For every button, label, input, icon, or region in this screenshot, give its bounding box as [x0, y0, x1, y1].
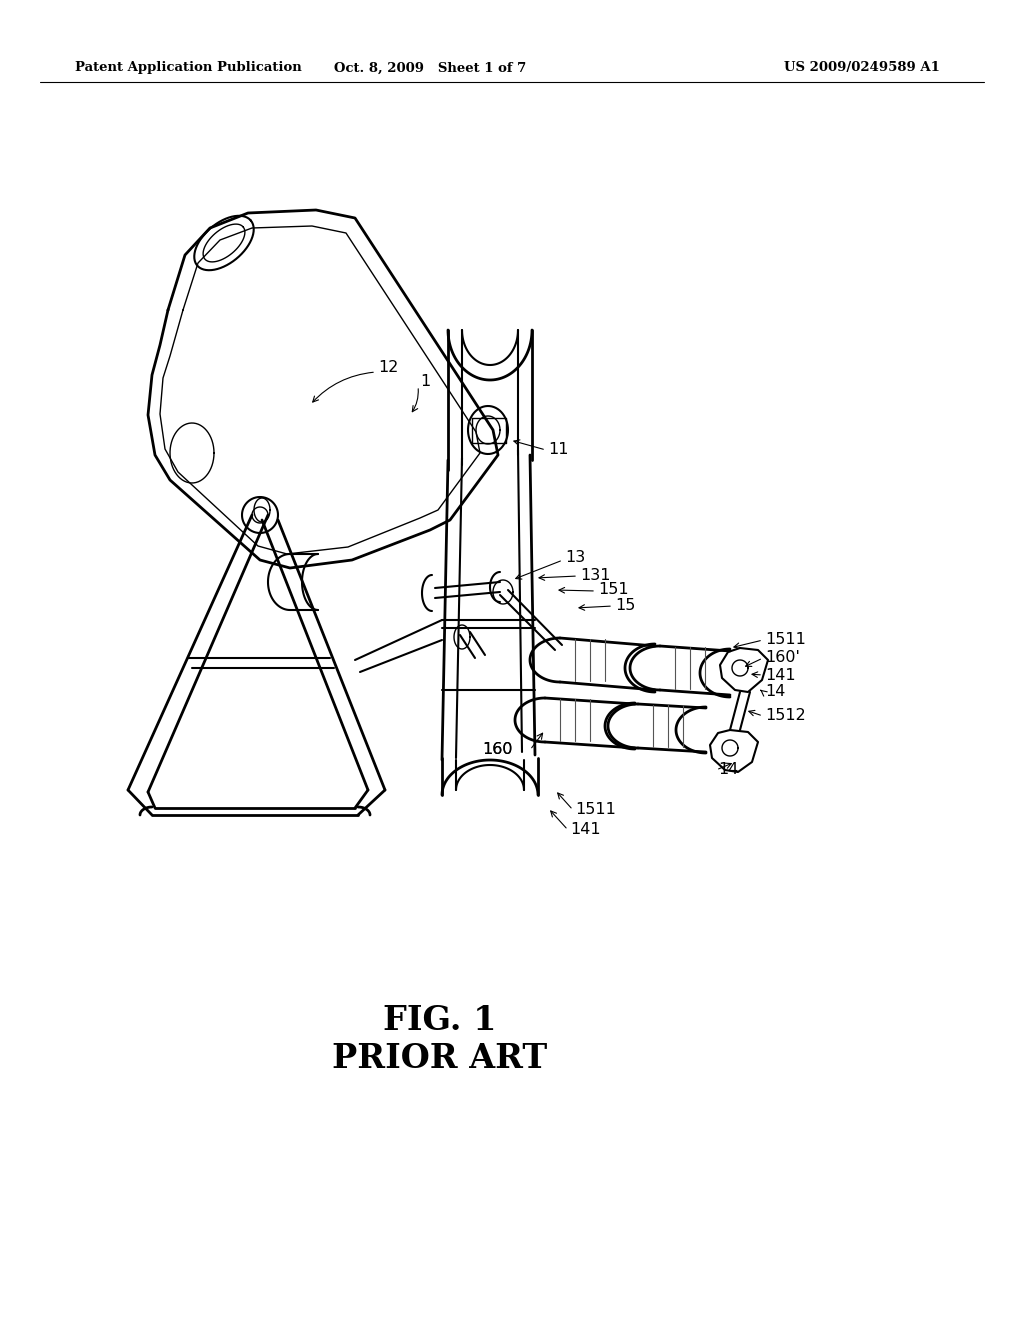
Text: Patent Application Publication: Patent Application Publication	[75, 62, 302, 74]
Text: 15: 15	[615, 598, 635, 612]
Text: 1512: 1512	[765, 709, 806, 723]
Text: PRIOR ART: PRIOR ART	[333, 1041, 548, 1074]
Text: 160: 160	[482, 742, 512, 758]
Text: 160': 160'	[765, 651, 800, 665]
Text: 11: 11	[548, 442, 568, 458]
Text: 12: 12	[378, 360, 398, 375]
Text: 14: 14	[765, 685, 785, 700]
Text: Oct. 8, 2009   Sheet 1 of 7: Oct. 8, 2009 Sheet 1 of 7	[334, 62, 526, 74]
Text: 1: 1	[420, 375, 430, 389]
Text: FIG. 1: FIG. 1	[383, 1003, 497, 1036]
Text: 160: 160	[482, 742, 512, 758]
Text: 141: 141	[570, 822, 601, 837]
Text: 141: 141	[765, 668, 796, 682]
Text: US 2009/0249589 A1: US 2009/0249589 A1	[784, 62, 940, 74]
Text: 1511: 1511	[765, 632, 806, 648]
Text: 14: 14	[718, 763, 738, 777]
Text: 151: 151	[598, 582, 629, 598]
Text: 1511: 1511	[575, 803, 615, 817]
Text: 131: 131	[580, 568, 610, 582]
Text: 13: 13	[565, 550, 586, 565]
